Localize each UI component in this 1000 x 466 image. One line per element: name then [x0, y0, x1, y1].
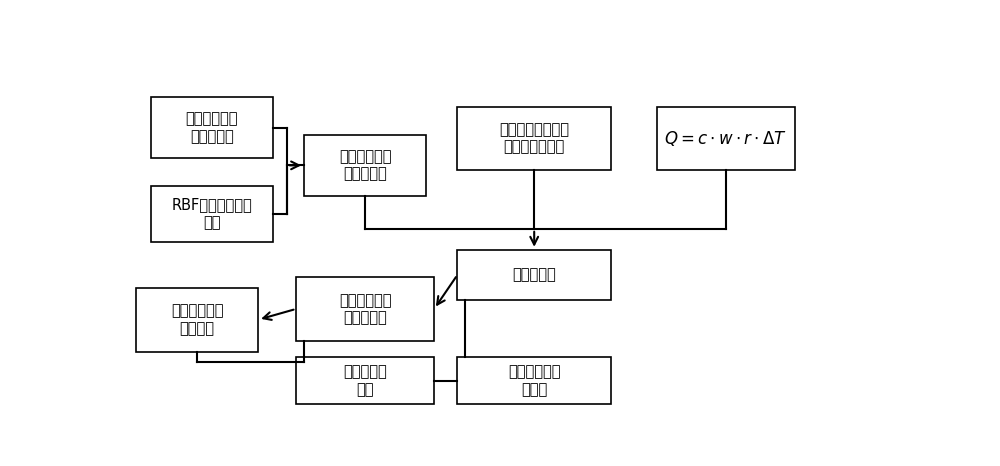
Text: 堆芯冷却剂计
算模型: 堆芯冷却剂计 算模型 [508, 364, 560, 397]
Bar [304, 135, 426, 196]
Text: 修正后的堆芯
冷却剂温度: 修正后的堆芯 冷却剂温度 [339, 293, 392, 325]
Text: 堆芯冷却剂出
口拟合温度: 堆芯冷却剂出 口拟合温度 [339, 149, 392, 182]
Bar [136, 288, 258, 351]
Bar [296, 357, 434, 404]
Bar [457, 250, 611, 300]
Bar [151, 97, 273, 158]
Text: 各通道流量: 各通道流量 [512, 267, 556, 282]
Text: 各通道功率和堆芯
冷却剂入口温度: 各通道功率和堆芯 冷却剂入口温度 [499, 122, 569, 155]
Bar [457, 107, 611, 170]
Bar [657, 107, 795, 170]
Bar [457, 357, 611, 404]
Bar [296, 277, 434, 341]
Text: RBF神经网络曲面
拟合: RBF神经网络曲面 拟合 [171, 198, 252, 230]
Text: 堆芯冷却剂出
口测点温度: 堆芯冷却剂出 口测点温度 [186, 111, 238, 144]
Text: $Q = c \cdot w \cdot r \cdot \Delta T$: $Q = c \cdot w \cdot r \cdot \Delta T$ [664, 129, 787, 148]
Text: 堆芯热传导
模型: 堆芯热传导 模型 [343, 364, 387, 397]
Text: 堆芯燃料棒各
部分温度: 堆芯燃料棒各 部分温度 [171, 303, 223, 336]
Bar [151, 186, 273, 241]
